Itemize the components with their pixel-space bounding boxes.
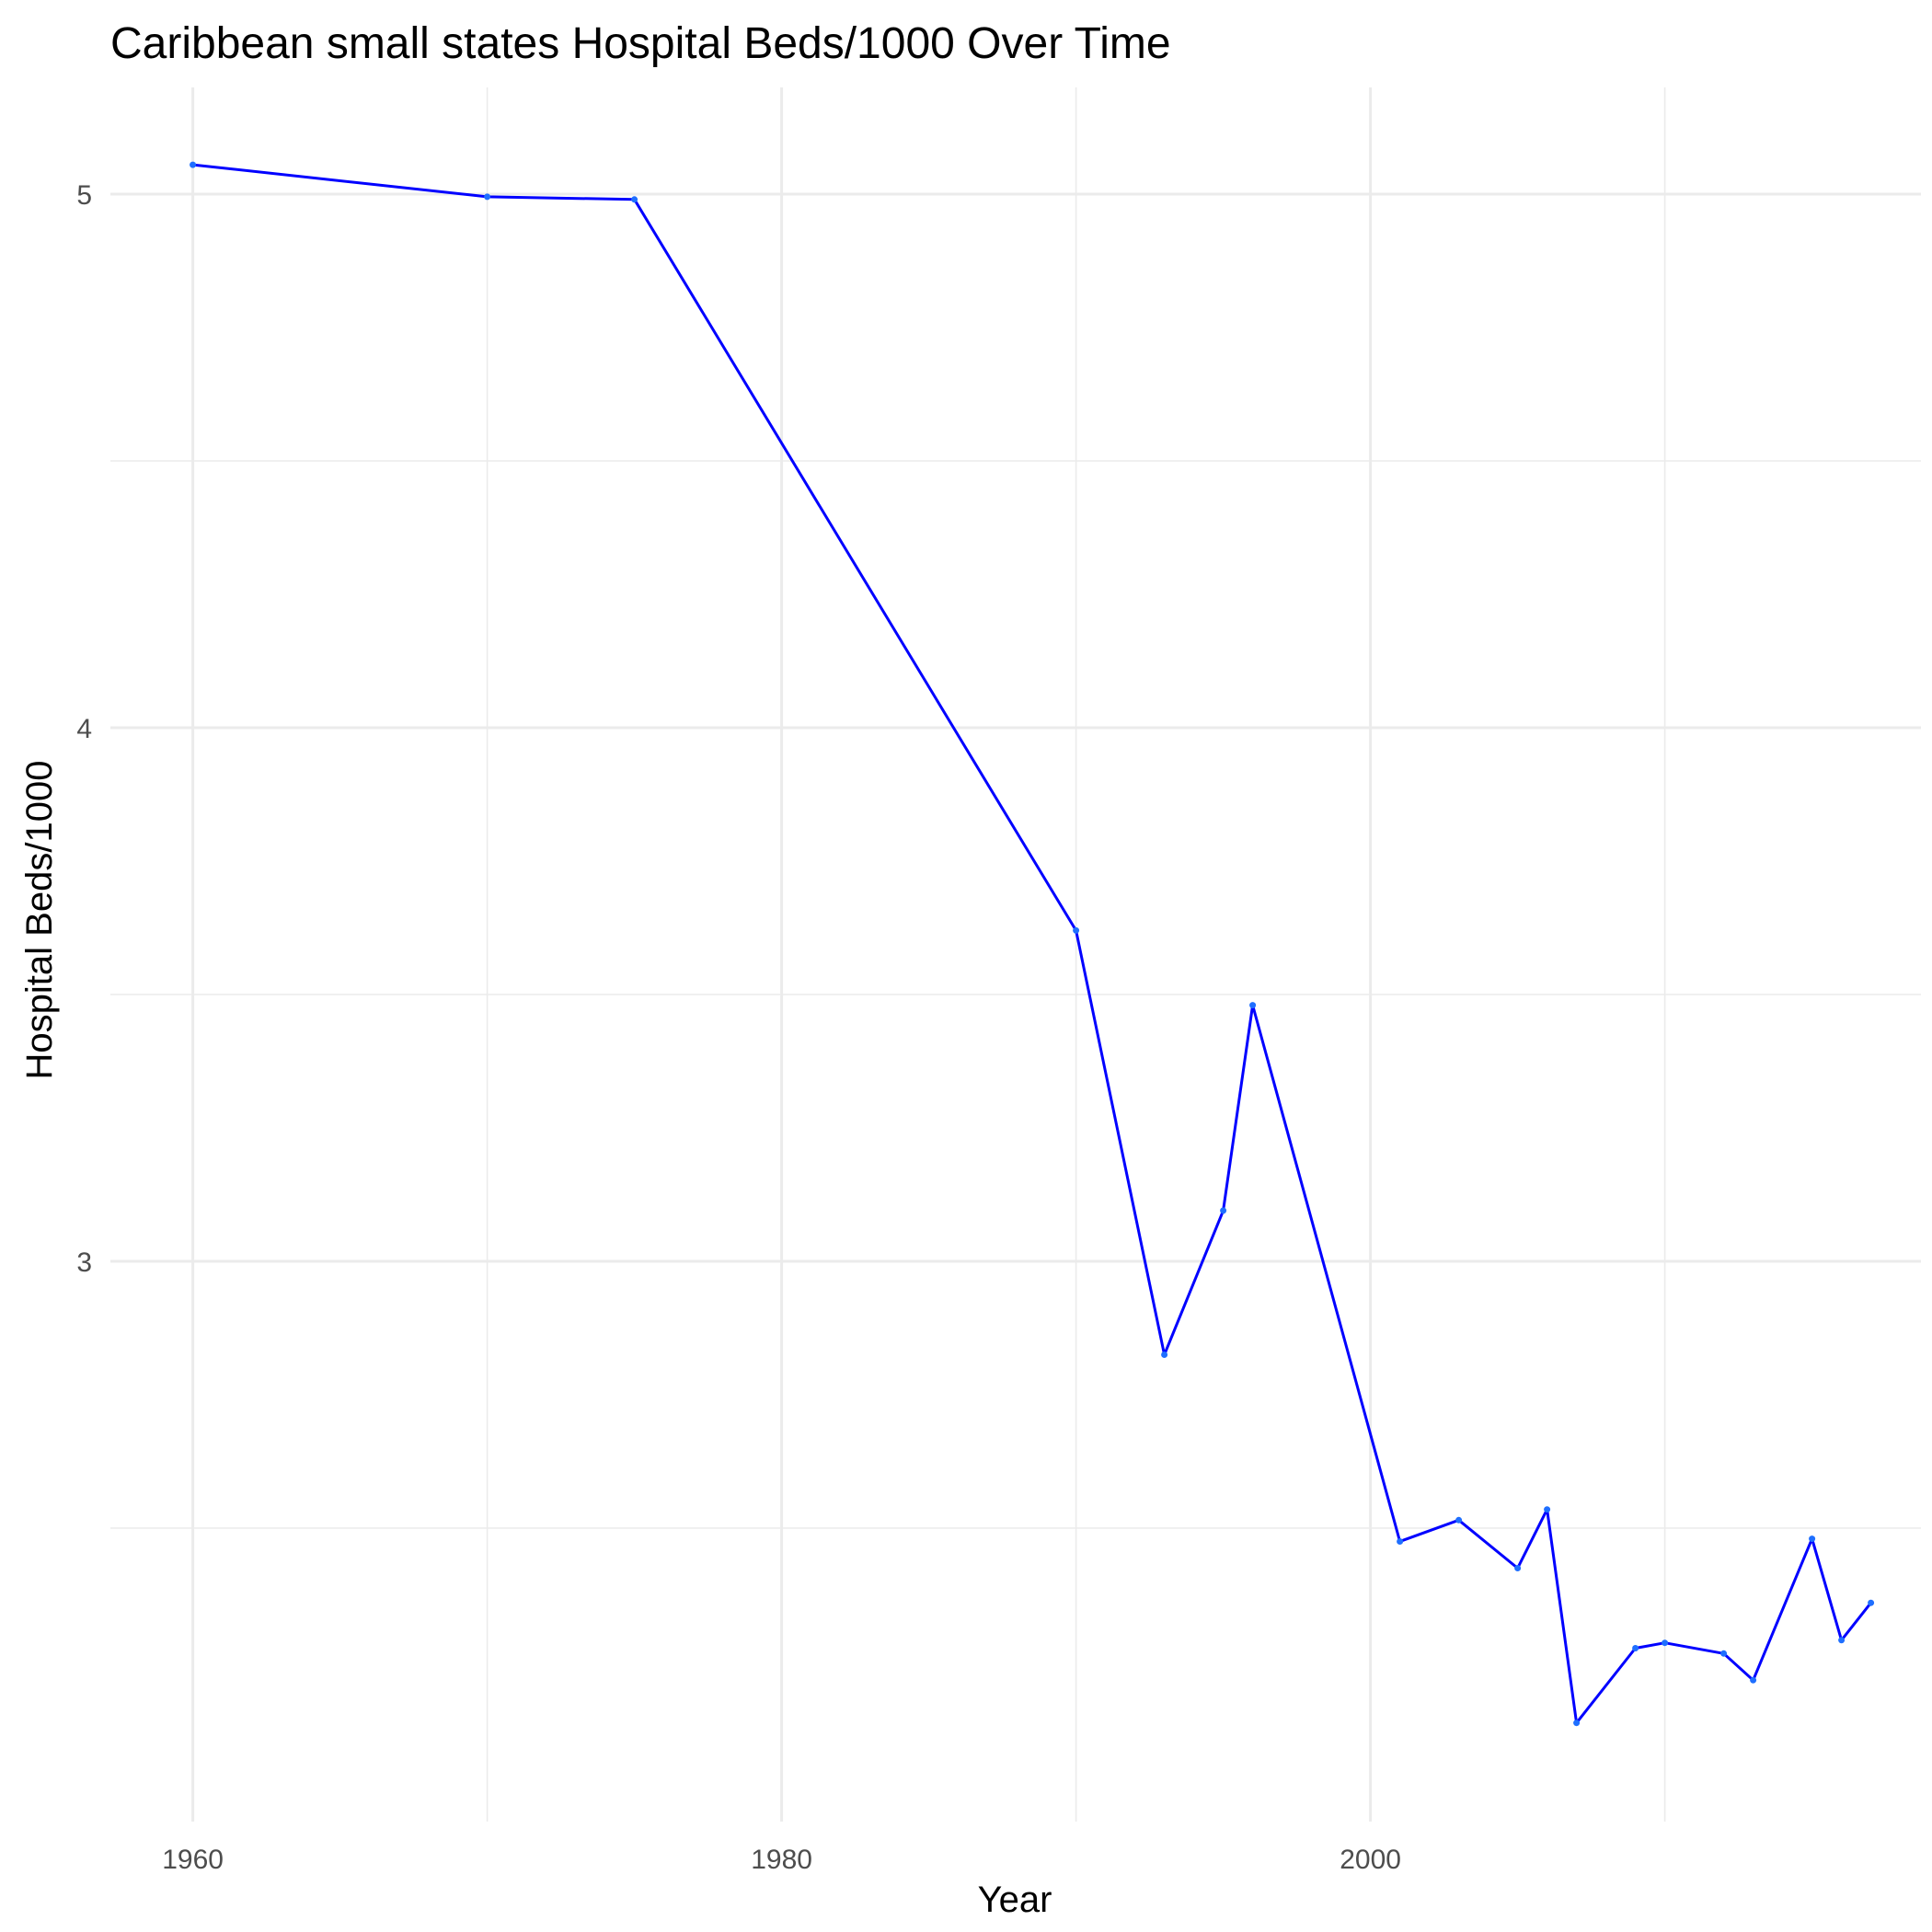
data-point xyxy=(1750,1676,1757,1684)
data-point xyxy=(190,161,197,168)
x-tick-label: 1960 xyxy=(162,1845,224,1875)
data-point xyxy=(1397,1538,1404,1545)
x-tick-label: 2000 xyxy=(1340,1845,1401,1875)
data-point xyxy=(1249,1002,1257,1009)
gridlines xyxy=(110,87,1921,1822)
data-point xyxy=(1868,1599,1875,1606)
data-point xyxy=(1838,1637,1846,1644)
data-point xyxy=(631,196,638,203)
data-point xyxy=(1544,1506,1551,1513)
data-point xyxy=(1073,926,1080,934)
data-point xyxy=(1220,1207,1227,1214)
data-point xyxy=(1632,1645,1639,1651)
series-line xyxy=(192,163,1872,1725)
series-layer xyxy=(190,161,1875,1727)
y-tick-label: 5 xyxy=(76,180,92,211)
y-tick-label: 4 xyxy=(76,714,92,744)
data-point xyxy=(1720,1650,1728,1657)
y-tick-label: 3 xyxy=(76,1248,92,1278)
data-point xyxy=(1161,1351,1168,1358)
axis-labels: 1960 1980 2000 3 4 5 xyxy=(76,180,1401,1875)
data-point xyxy=(1455,1516,1463,1524)
data-point xyxy=(1809,1535,1816,1543)
y-axis-title: Hospital Beds/1000 xyxy=(19,761,60,1080)
data-point xyxy=(1514,1565,1522,1571)
data-point xyxy=(484,193,491,201)
data-point xyxy=(1573,1719,1581,1727)
x-axis-title: Year xyxy=(978,1880,1052,1920)
x-tick-label: 1980 xyxy=(751,1845,812,1875)
data-point xyxy=(1662,1639,1669,1647)
chart-title: Caribbean small states Hospital Beds/100… xyxy=(110,19,1171,68)
